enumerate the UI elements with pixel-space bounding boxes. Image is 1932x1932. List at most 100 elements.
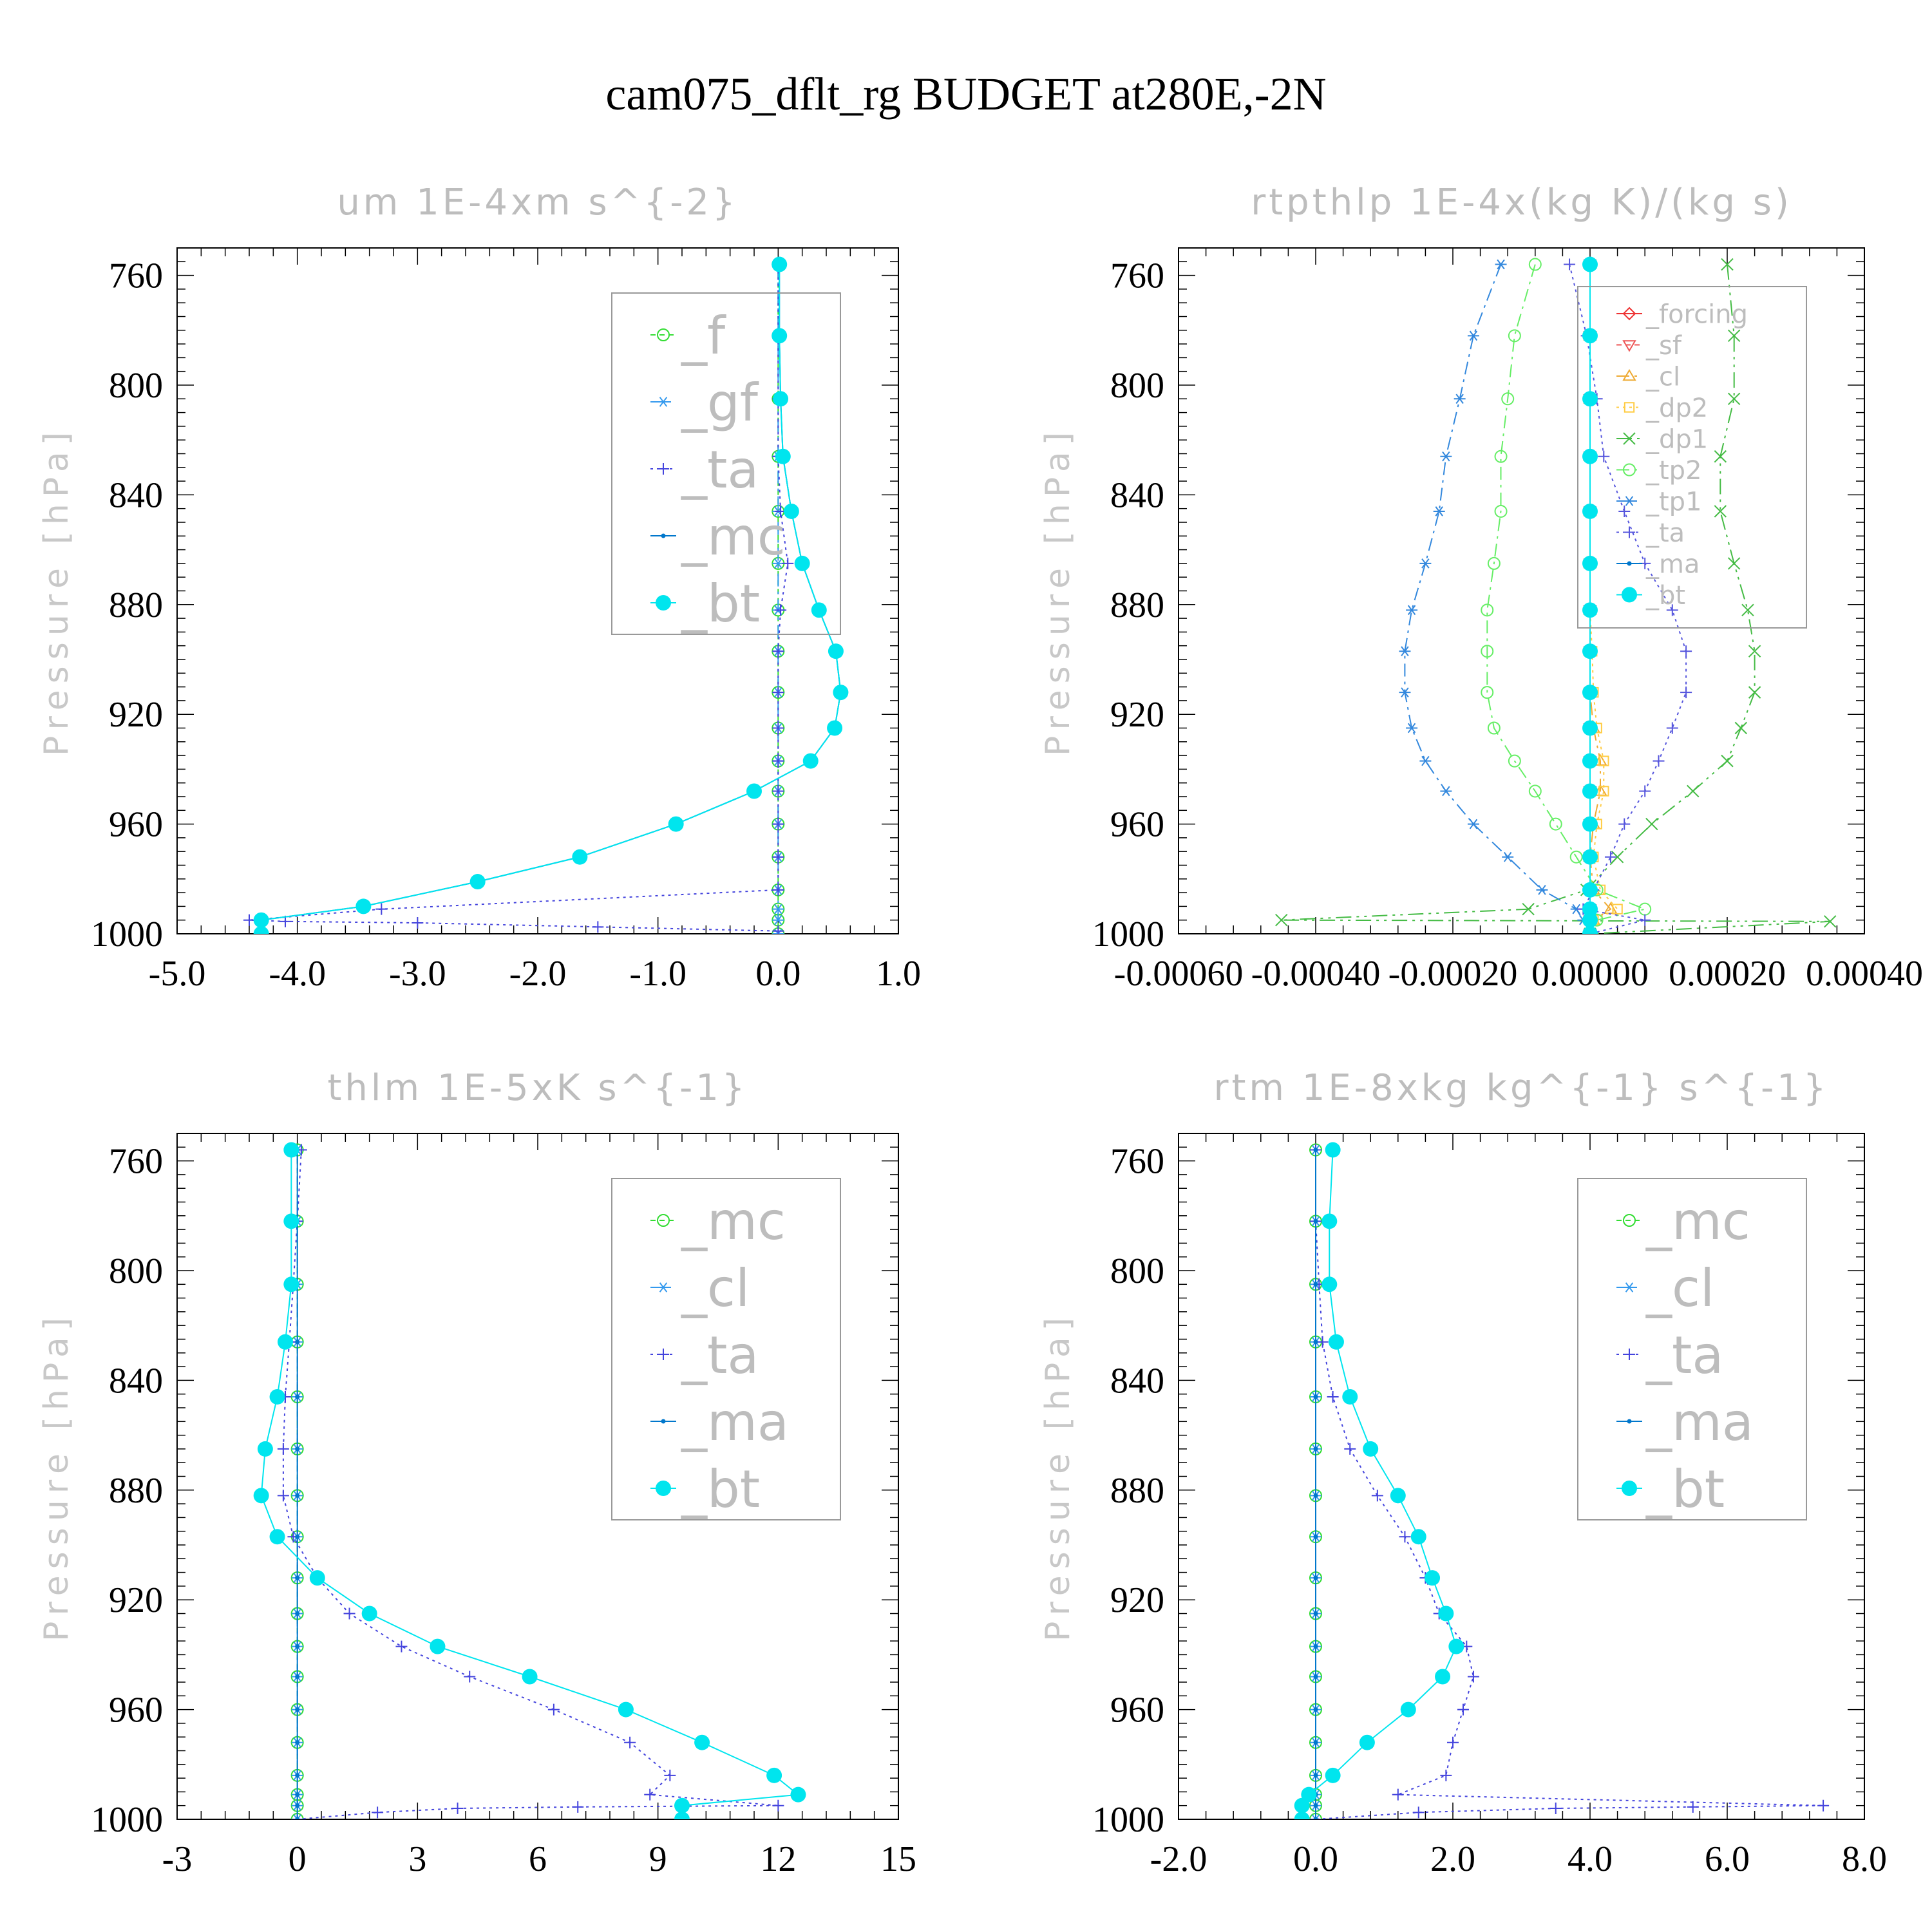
- series-ta-point: [1687, 1801, 1699, 1813]
- y-tick-label: 1000: [1092, 914, 1164, 954]
- series-tp1-point: [1440, 786, 1452, 797]
- series-dp2-point: [1598, 786, 1609, 797]
- series-bt-point: [278, 1334, 293, 1350]
- x-tick-label: 0.00000: [1531, 954, 1649, 994]
- series-bt: [1294, 1142, 1464, 1819]
- series-ma-point: [1313, 1282, 1318, 1287]
- series-bt-point: [1400, 1701, 1416, 1718]
- series-ma-point: [295, 1534, 300, 1539]
- series-tp2-point: [1481, 645, 1494, 658]
- legend-marker: [1624, 1282, 1635, 1293]
- y-tick-label: 960: [1110, 805, 1164, 845]
- series-bt-point: [283, 1276, 299, 1293]
- series-dp1-point: [1275, 913, 1288, 927]
- legend-label: _f: [681, 306, 726, 366]
- series-bt-point: [833, 685, 849, 701]
- legend-label: _mc: [681, 1191, 786, 1251]
- series-ta-point: [451, 1802, 464, 1814]
- series-ta-line: [282, 1150, 779, 1819]
- legend-box: [1577, 286, 1807, 629]
- series-ma-point: [1313, 1773, 1318, 1778]
- series-gf-point: [772, 904, 784, 914]
- series-bt-point: [775, 448, 791, 464]
- series-ma-point: [1313, 1740, 1318, 1745]
- series-ma-point: [1313, 1611, 1318, 1616]
- y-tick-label: 840: [1110, 1361, 1164, 1401]
- series-tp2-point: [1508, 754, 1521, 768]
- x-tick-label: 1.0: [876, 954, 921, 994]
- x-tick-label: -1.0: [629, 954, 687, 994]
- x-tick-label: 0.00040: [1806, 954, 1923, 994]
- series-ma-point: [295, 1817, 300, 1819]
- series-tp1-point: [1406, 723, 1418, 734]
- series-dp1-point: [1748, 686, 1761, 699]
- series-bt-point: [430, 1638, 446, 1654]
- x-tick-label: 9: [649, 1839, 667, 1879]
- x-tick-label: 4.0: [1567, 1839, 1613, 1879]
- legend-marker: [658, 1349, 669, 1360]
- series-ta-point: [1316, 1336, 1329, 1348]
- x-tick-label: 0.0: [1293, 1839, 1338, 1879]
- series-bt-point: [257, 1441, 273, 1457]
- series-bt-point: [1410, 1529, 1426, 1545]
- series-bt-point: [1582, 328, 1598, 344]
- y-tick-label: 800: [109, 366, 163, 406]
- series-bt-point: [766, 1767, 782, 1783]
- legend-marker: [658, 1282, 669, 1293]
- series-bt-point: [618, 1701, 634, 1718]
- series-bt-line: [1301, 1150, 1457, 1819]
- plot-area: [1294, 1142, 1830, 1819]
- series-ta-point: [572, 1801, 584, 1813]
- series-bt-point: [1294, 1797, 1310, 1814]
- series-tp1-point: [1399, 646, 1411, 657]
- series-ta-point: [1680, 645, 1692, 658]
- legend-label: _forcing: [1645, 299, 1748, 329]
- chart-panel-3: thlm 1E-5xK s^{-1} Pressure [hPa] 760 800 84…: [37, 1067, 916, 1879]
- y-tick-label: 920: [109, 695, 163, 735]
- legend-label: _cl: [1645, 1258, 1714, 1318]
- legend: _f _gf _ta _mc _bt: [611, 292, 841, 635]
- series-ta-point: [1666, 722, 1678, 734]
- panel-title: um 1E-4xm s^{-2}: [337, 182, 738, 223]
- legend-marker: [658, 397, 669, 407]
- series-ma-point: [1313, 1674, 1318, 1679]
- series-ma-point: [295, 1394, 300, 1399]
- series-bt-point: [269, 1388, 285, 1405]
- x-tick-label: 0.00020: [1669, 954, 1786, 994]
- x-tick-label: -0.00020: [1388, 954, 1518, 994]
- series-bt-point: [1582, 882, 1598, 898]
- series-tp1-point: [1433, 506, 1445, 516]
- panels: um 1E-4xm s^{-2} Pressure [hPa] 760 800 840 8…: [37, 182, 1923, 1879]
- plot-area: [253, 1142, 806, 1819]
- y-tick-label: 800: [1110, 366, 1164, 406]
- series-bt-point: [1582, 503, 1598, 519]
- series-tp1-line: [1404, 264, 1591, 934]
- series-dp1-point: [1721, 754, 1734, 768]
- legend-label: _gf: [681, 373, 759, 433]
- series-tp2-point: [1549, 817, 1562, 831]
- series-ta-point: [1457, 1703, 1469, 1716]
- series-dp1-point: [1824, 915, 1837, 928]
- legend-label: _mc: [681, 507, 786, 567]
- series-ta-point: [772, 785, 784, 797]
- panel-title: rtpthlp 1E-4x(kg K)/(kg s): [1251, 182, 1792, 223]
- legend-label: _bt: [681, 1459, 760, 1519]
- series-dp1-point: [1721, 258, 1734, 271]
- plot-frame: [1178, 1133, 1865, 1820]
- series-ta-point: [644, 1788, 656, 1801]
- legend-label: _ta: [681, 440, 759, 500]
- legend-marker: [657, 1214, 670, 1227]
- series-bt-point: [1582, 783, 1598, 799]
- series-ma: [1313, 1148, 1318, 1819]
- series-dp1-point: [1727, 557, 1741, 570]
- series-bt-point: [469, 874, 486, 890]
- series-dp1-point: [1727, 329, 1741, 343]
- y-tick-label: 880: [1110, 585, 1164, 625]
- series-tp1-point: [1440, 451, 1452, 462]
- series-ta-point: [772, 925, 784, 934]
- x-tick-label: 8.0: [1842, 1839, 1887, 1879]
- series-ma-point: [295, 1707, 300, 1712]
- legend: _mc _cl _ta _ma _bt: [611, 1178, 841, 1520]
- series-ta-point: [1618, 505, 1631, 517]
